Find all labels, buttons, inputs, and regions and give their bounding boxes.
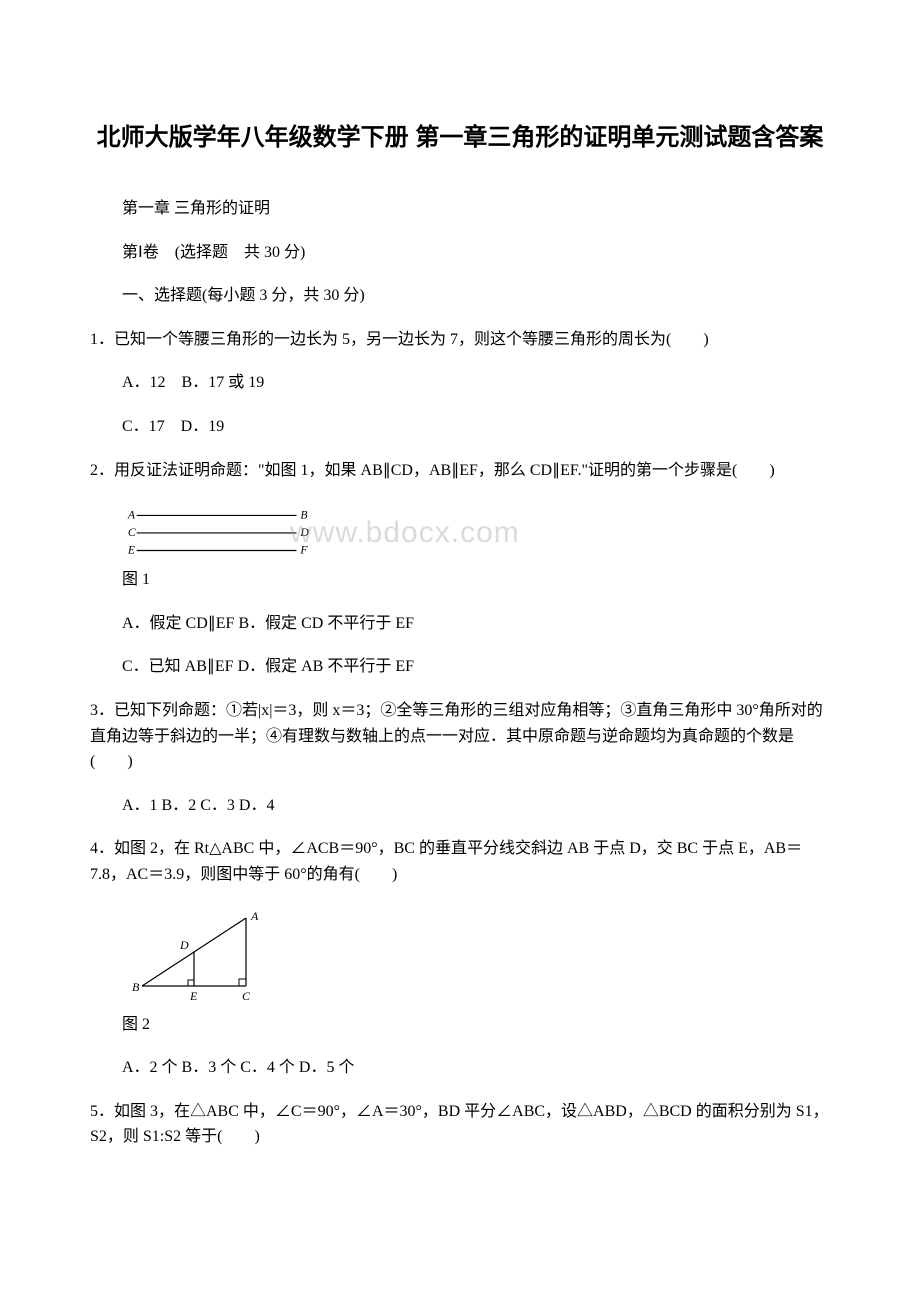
q3-stem: 3．已知下列命题：①若|x|＝3，则 x＝3；②全等三角形的三组对应角相等；③直… (90, 698, 830, 775)
figure-2: A B C D E (125, 906, 275, 1006)
svg-text:A: A (250, 909, 259, 923)
q4-options: A．2 个 B．3 个 C．4 个 D．5 个 (90, 1055, 830, 1081)
page-title: 北师大版学年八年级数学下册 第一章三角形的证明单元测试题含答案 (90, 120, 830, 156)
svg-text:D: D (179, 938, 189, 952)
figure-1-caption: 图 1 (90, 567, 830, 593)
q3-options: A．1 B．2 C．3 D．4 (90, 793, 830, 819)
svg-text:E: E (127, 544, 135, 557)
q5-stem: 5．如图 3，在△ABC 中，∠C＝90°，∠A＝30°，BD 平分∠ABC，设… (90, 1099, 830, 1150)
svg-text:F: F (300, 544, 309, 557)
svg-text:C: C (242, 989, 251, 1003)
watermark-text: www.bdocx.com (290, 509, 520, 557)
q2-options-a: A．假定 CD∥EF B．假定 CD 不平行于 EF (90, 611, 830, 637)
chapter-heading: 第一章 三角形的证明 (90, 196, 830, 222)
figure-2-caption: 图 2 (90, 1012, 830, 1038)
svg-text:B: B (301, 508, 308, 521)
figure-1: A B C D E F (125, 501, 315, 561)
q1-stem: 1．已知一个等腰三角形的一边长为 5，另一边长为 7，则这个等腰三角形的周长为(… (90, 327, 830, 353)
q1-options-a: A．12 B．17 或 19 (90, 370, 830, 396)
svg-text:A: A (127, 508, 136, 521)
q1-options-b: C．17 D．19 (90, 414, 830, 440)
paper-heading: 第Ⅰ卷 (选择题 共 30 分) (90, 240, 830, 266)
svg-text:B: B (132, 980, 140, 994)
svg-text:E: E (189, 989, 198, 1003)
figure-1-wrap: www.bdocx.com A B C D E F (90, 501, 830, 561)
svg-text:C: C (128, 526, 136, 539)
svg-text:D: D (300, 526, 310, 539)
q2-stem: 2．用反证法证明命题："如图 1，如果 AB∥CD，AB∥EF，那么 CD∥EF… (90, 458, 830, 484)
q2-options-b: C．已知 AB∥EF D．假定 AB 不平行于 EF (90, 654, 830, 680)
section-heading: 一、选择题(每小题 3 分，共 30 分) (90, 283, 830, 309)
q4-stem: 4．如图 2，在 Rt△ABC 中，∠ACB＝90°，BC 的垂直平分线交斜边 … (90, 836, 830, 887)
